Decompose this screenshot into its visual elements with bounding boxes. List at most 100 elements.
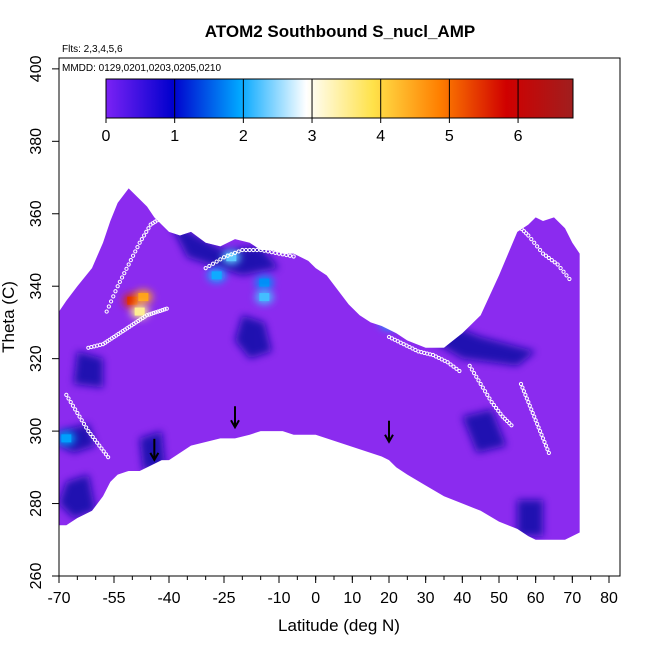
- hotspot-core-4: [211, 271, 222, 280]
- sample-point: [160, 308, 165, 313]
- sample-point: [262, 248, 267, 253]
- sample-point: [469, 367, 474, 372]
- sample-point: [284, 252, 289, 258]
- x-tick-label: 80: [600, 590, 618, 607]
- sample-point: [471, 371, 477, 376]
- sample-point: [130, 253, 136, 258]
- sample-point: [493, 405, 499, 411]
- arrow-marker-0: [149, 438, 160, 462]
- sample-point: [108, 299, 114, 304]
- sample-point: [203, 265, 208, 271]
- chart-title: ATOM2 Southbound S_nucl_AMP: [205, 22, 475, 41]
- sample-point: [229, 252, 234, 257]
- sample-point: [540, 436, 546, 441]
- sample-point: [77, 414, 82, 419]
- sample-point: [476, 378, 481, 383]
- colorbar-tick-label: 0: [102, 128, 111, 145]
- sample-point: [552, 260, 557, 265]
- sample-point: [157, 216, 162, 221]
- sample-point: [151, 310, 156, 316]
- y-tick-label: 380: [28, 128, 45, 155]
- sample-point: [529, 407, 534, 412]
- sample-point: [537, 429, 543, 434]
- sample-point: [376, 292, 381, 298]
- sample-point: [106, 455, 111, 460]
- sample-point: [144, 229, 149, 234]
- sample-point: [95, 440, 100, 445]
- sample-point: [232, 250, 238, 255]
- sample-point: [549, 258, 554, 263]
- sample-point: [353, 275, 358, 280]
- sample-point: [273, 250, 278, 255]
- sample-point: [504, 418, 510, 424]
- sample-point: [103, 452, 109, 457]
- sample-point: [162, 307, 167, 312]
- sample-point: [117, 279, 122, 284]
- sample-point: [474, 374, 479, 379]
- sample-point: [478, 381, 483, 387]
- sample-point: [555, 262, 560, 267]
- hotspot-8: [380, 315, 398, 330]
- sample-point: [507, 421, 512, 426]
- sample-point: [147, 312, 152, 317]
- sample-point: [68, 400, 73, 405]
- hotspot-core-6: [259, 293, 270, 302]
- sample-point: [236, 249, 241, 254]
- sample-point: [519, 226, 524, 232]
- sample-point: [64, 392, 69, 397]
- sample-point: [164, 306, 169, 311]
- low-value-region-5: [139, 431, 166, 471]
- sample-point: [546, 450, 551, 455]
- sample-point: [122, 271, 127, 276]
- sample-point: [359, 279, 364, 284]
- sample-point: [496, 408, 501, 413]
- sample-point: [543, 253, 549, 258]
- sample-point: [92, 437, 98, 442]
- sample-point: [97, 443, 102, 448]
- sample-point: [66, 396, 71, 401]
- sample-point: [454, 366, 459, 371]
- sample-point: [467, 363, 472, 369]
- sample-point: [491, 402, 496, 408]
- hotspot-core-1: [138, 293, 149, 302]
- low-value-region-7: [462, 409, 507, 453]
- heatmap-field: [59, 188, 580, 540]
- x-tick-label: 70: [563, 590, 581, 607]
- sample-point: [523, 392, 528, 397]
- arrow-markers: [149, 406, 394, 462]
- colorbar-gradient: [105, 78, 574, 119]
- colorbar-tick-label: 3: [308, 128, 317, 145]
- sample-point: [517, 224, 522, 229]
- arrow-marker-1: [230, 406, 240, 430]
- sample-point: [88, 431, 93, 437]
- sample-point: [104, 309, 109, 314]
- colorbar-tick-label: 2: [239, 128, 248, 145]
- sample-point: [521, 389, 527, 394]
- sample-point: [356, 277, 361, 282]
- sample-point: [543, 443, 549, 448]
- x-tick-label: 40: [453, 590, 471, 607]
- sample-point: [128, 258, 133, 263]
- sample-point: [564, 273, 569, 278]
- sample-point: [115, 284, 120, 289]
- x-tick-label: 20: [380, 590, 398, 607]
- sample-point: [106, 304, 111, 309]
- low-value-region-4: [59, 474, 96, 519]
- flights-note: Flts: 2,3,4,5,6: [62, 44, 123, 55]
- sample-point: [126, 262, 131, 267]
- sample-point: [207, 263, 212, 269]
- sample-point: [529, 237, 534, 242]
- sample-point: [532, 414, 537, 419]
- sample-point: [509, 423, 514, 428]
- sample-point: [153, 310, 158, 315]
- sample-point: [542, 439, 547, 445]
- sample-point: [451, 364, 456, 369]
- sample-point: [99, 446, 104, 451]
- sample-tracks: [64, 216, 572, 460]
- sample-point: [111, 294, 116, 299]
- sample-point: [84, 425, 89, 430]
- sample-point: [276, 251, 282, 256]
- sample-point: [526, 233, 531, 238]
- sample-point: [135, 244, 140, 250]
